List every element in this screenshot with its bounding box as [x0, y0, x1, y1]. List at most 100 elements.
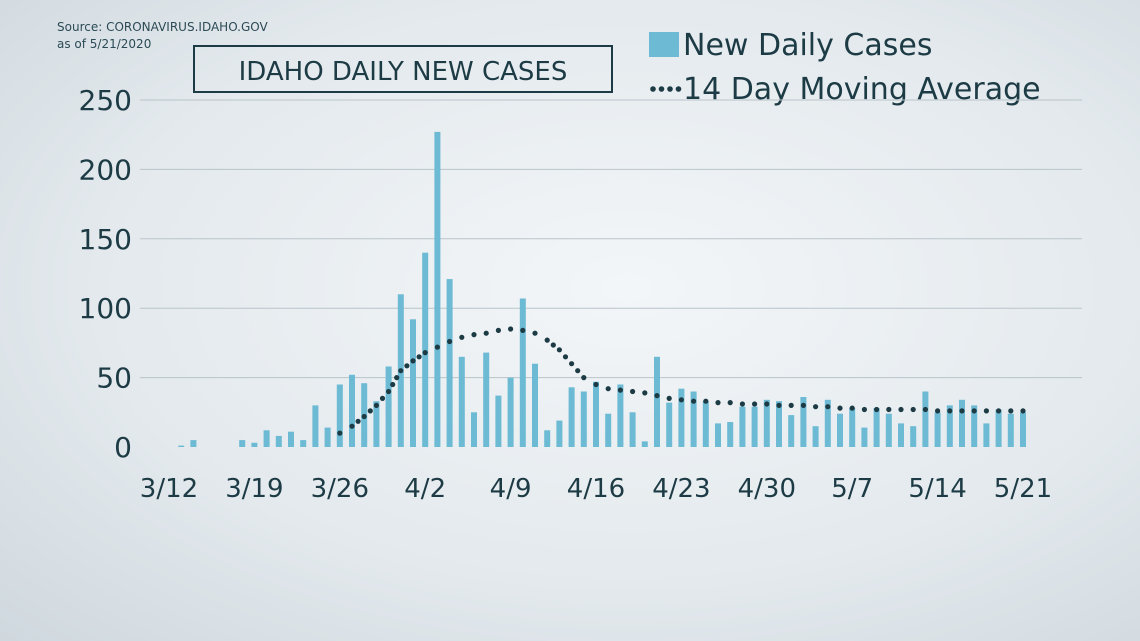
- moving-average-dot: [996, 408, 1002, 414]
- bar: [1020, 412, 1026, 447]
- moving-average-dot: [886, 406, 892, 413]
- bar: [849, 408, 856, 447]
- moving-average-dot: [373, 402, 379, 408]
- moving-average-dot: [386, 388, 392, 395]
- x-tick-label: 4/9: [490, 474, 532, 504]
- moving-average-dot: [404, 363, 410, 369]
- bar: [873, 408, 880, 447]
- moving-average-dot: [349, 423, 355, 429]
- bar: [788, 415, 795, 447]
- bar: [251, 442, 258, 447]
- legend-label-moving-average: 14 Day Moving Average: [683, 72, 1041, 107]
- moving-average-dot: [520, 327, 526, 333]
- bar: [666, 402, 673, 447]
- moving-average-dot: [678, 397, 685, 403]
- moving-average-dot: [825, 404, 831, 410]
- moving-average-dot: [971, 408, 977, 414]
- y-tick-label: 50: [96, 362, 132, 395]
- moving-average-dot: [849, 405, 855, 411]
- x-tick-label: 4/16: [567, 474, 625, 504]
- moving-average-dot: [575, 368, 581, 374]
- bar: [702, 401, 709, 447]
- moving-average-dot: [508, 326, 514, 332]
- moving-average-dot: [367, 408, 373, 414]
- bar: [544, 430, 551, 447]
- bar: [800, 397, 807, 447]
- x-tick-label: 5/14: [908, 474, 966, 504]
- legend: New Daily Cases 14 Day Moving Average: [649, 28, 1041, 107]
- bar: [349, 374, 355, 447]
- moving-average-dot: [691, 398, 697, 404]
- moving-average-dot: [1008, 408, 1014, 414]
- bar: [556, 420, 563, 447]
- gridlines: [140, 99, 1082, 379]
- legend-dot: [675, 86, 682, 92]
- bar: [946, 405, 953, 447]
- bar: [446, 279, 453, 447]
- y-tick-label: 250: [79, 84, 132, 117]
- bar: [434, 131, 441, 447]
- moving-average-dot: [422, 350, 428, 356]
- bar: [483, 352, 490, 447]
- moving-average-dot: [752, 401, 758, 407]
- moving-average-dot: [776, 402, 782, 408]
- bar: [837, 413, 843, 447]
- y-axis-ticks: 0 50 100 150 200 250: [79, 84, 132, 464]
- moving-average-dot: [1020, 408, 1026, 414]
- x-tick-label: 3/26: [311, 474, 369, 504]
- bar: [1007, 413, 1014, 447]
- bar: [373, 401, 380, 447]
- y-tick-label: 200: [79, 153, 132, 186]
- x-tick-label: 5/7: [831, 474, 873, 504]
- bar: [312, 405, 319, 447]
- source-line-2: as of 5/21/2020: [57, 37, 151, 51]
- moving-average-dot: [593, 381, 599, 388]
- x-tick-label: 4/23: [652, 474, 710, 504]
- bar: [861, 427, 868, 447]
- legend-dot: [658, 86, 665, 92]
- bar: [934, 412, 941, 447]
- moving-average-dot: [922, 406, 929, 413]
- bar: [519, 298, 526, 447]
- moving-average-dot: [447, 338, 453, 345]
- moving-average-dot: [569, 361, 575, 367]
- bar: [959, 399, 965, 447]
- moving-average-dot: [642, 390, 648, 396]
- bar: [422, 252, 429, 447]
- moving-average-dot: [861, 406, 868, 413]
- y-tick-label: 0: [114, 431, 132, 464]
- bar: [617, 384, 624, 447]
- moving-average-dot: [390, 381, 396, 388]
- bar: [715, 423, 721, 447]
- moving-average-dot: [617, 387, 624, 393]
- bar: [507, 377, 514, 447]
- bar: [812, 426, 819, 447]
- bar: [971, 405, 978, 447]
- bar: [275, 435, 282, 447]
- bar: [739, 406, 746, 447]
- x-tick-label: 3/19: [225, 474, 283, 504]
- moving-average-dot: [739, 401, 746, 407]
- bar: [763, 399, 770, 447]
- moving-average-dot: [935, 408, 941, 414]
- moving-average-dot: [874, 406, 880, 413]
- moving-average-dot: [394, 375, 400, 381]
- bar: [641, 441, 648, 447]
- bar: [629, 412, 636, 447]
- chart-title: IDAHO DAILY NEW CASES: [193, 45, 613, 93]
- x-tick-label: 3/12: [140, 474, 198, 504]
- bar: [568, 387, 575, 447]
- bar: [727, 422, 734, 447]
- bar: [885, 413, 892, 447]
- moving-average-dot: [788, 402, 794, 408]
- moving-average-dot: [800, 402, 807, 408]
- moving-average-dot: [434, 344, 440, 350]
- moving-average-dot: [459, 334, 465, 340]
- bar: [495, 395, 502, 447]
- moving-average-dot: [727, 400, 733, 406]
- bar: [605, 413, 612, 447]
- moving-average-dot: [947, 408, 953, 414]
- moving-average-dot: [898, 406, 904, 413]
- moving-average-dot: [532, 330, 538, 336]
